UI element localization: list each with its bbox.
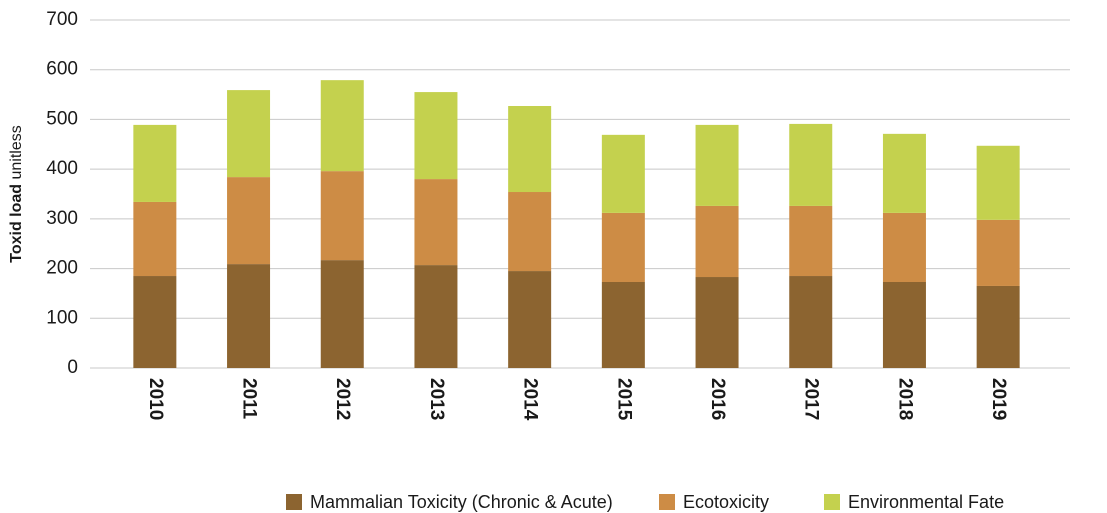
bar-segment: [133, 276, 177, 368]
bar-segment: [133, 124, 177, 202]
legend-label: Environmental Fate: [848, 492, 1004, 512]
legend-label: Ecotoxicity: [683, 492, 769, 512]
y-tick-label: 400: [46, 158, 78, 179]
legend-swatch: [659, 494, 675, 510]
bar-segment: [227, 90, 271, 178]
bar-segment: [508, 106, 552, 193]
y-tick-label: 600: [46, 59, 78, 80]
bar-segment: [882, 281, 926, 368]
bar-segment: [976, 145, 1020, 220]
y-tick-label: 700: [46, 9, 78, 30]
bar-segment: [882, 212, 926, 282]
bar-segment: [508, 192, 552, 272]
x-tick-label: 2015: [613, 378, 634, 421]
bar-segment: [601, 281, 645, 368]
legend-swatch: [824, 494, 840, 510]
bar-segment: [976, 285, 1020, 368]
x-tick-label: 2014: [520, 378, 541, 421]
bar-segment: [601, 212, 645, 282]
bar-segment: [414, 265, 458, 368]
x-tick-label: 2013: [426, 378, 447, 420]
bar-segment: [976, 219, 1020, 286]
bar-segment: [414, 92, 458, 180]
bar-segment: [695, 277, 739, 368]
y-tick-label: 200: [46, 258, 78, 279]
y-axis-label: Toxid load unitless: [8, 125, 25, 263]
y-label-unit: unitless: [8, 125, 25, 179]
x-tick-label: 2011: [239, 378, 260, 420]
bar-segment: [320, 171, 364, 261]
legend-swatch: [286, 494, 302, 510]
y-tick-label: 500: [46, 108, 78, 129]
y-tick-label: 300: [46, 208, 78, 229]
y-tick-label: 0: [67, 357, 78, 378]
bar-segment: [789, 205, 833, 277]
bar-segment: [789, 276, 833, 368]
bar-segment: [508, 271, 552, 368]
bar-segment: [882, 133, 926, 213]
legend-label: Mammalian Toxicity (Chronic & Acute): [310, 492, 613, 512]
x-tick-label: 2012: [332, 378, 353, 420]
y-label-main: Toxid load: [8, 184, 25, 263]
bar-segment: [227, 264, 271, 368]
x-tick-label: 2019: [988, 378, 1009, 420]
x-tick-label: 2017: [801, 378, 822, 420]
bar-segment: [414, 179, 458, 266]
x-tick-label: 2018: [894, 378, 915, 420]
y-tick-label: 100: [46, 307, 78, 328]
bar-segment: [320, 260, 364, 368]
bar-segment: [133, 201, 177, 277]
bar-segment: [320, 80, 364, 172]
bar-segment: [789, 123, 833, 206]
bar-segment: [695, 205, 739, 278]
bar-segment: [695, 124, 739, 206]
x-tick-label: 2010: [145, 378, 166, 420]
bar-segment: [227, 177, 271, 265]
bar-segment: [601, 134, 645, 213]
x-tick-label: 2016: [707, 378, 728, 420]
